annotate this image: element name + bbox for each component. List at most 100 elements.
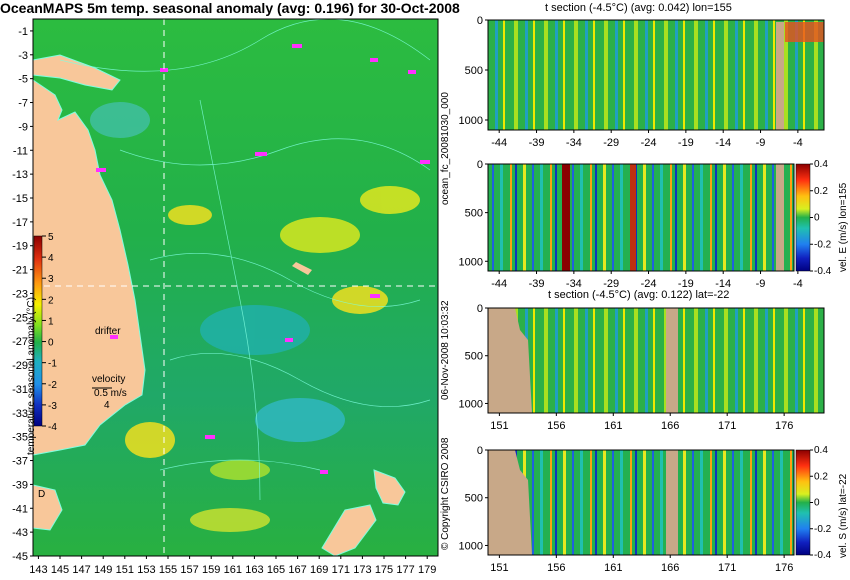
section-1-x-tick-label: -14 (715, 137, 731, 149)
map-x-tick-label: 149 (94, 564, 112, 576)
section-2-x-tick-label: -4 (793, 278, 803, 290)
australia-land (32, 79, 146, 456)
marker-d-label: D (38, 489, 45, 500)
map-x-tick-label: 145 (51, 564, 69, 576)
section-panel-2 (487, 163, 811, 272)
section-panel-4 (487, 449, 811, 556)
temperature-colorbar-ticks: 5 4 3 2 1 0 -1 -2 -3 -4 (42, 232, 57, 433)
section-3-x-tick-label: 166 (661, 420, 679, 432)
section-1-x-tick-label: -9 (756, 137, 766, 149)
section-2-colorbar-tick-label: 0.4 (814, 159, 828, 170)
section-1-title: t section (-4.5°C) (avg: 0.042) lon=155 (545, 2, 732, 14)
map-x-tick-label: 161 (224, 564, 242, 576)
map-x-tick-label: 143 (29, 564, 47, 576)
map-y-tick-label: -3 (18, 50, 28, 62)
section-1-x-tick-label: -29 (603, 137, 619, 149)
section-3-y-tick-label: 0 (477, 303, 483, 315)
section-1-y-tick-label: 0 (477, 15, 483, 27)
map-x-tick-label: 151 (116, 564, 134, 576)
temperature-colorbar-tick-label: -4 (48, 422, 57, 433)
drifter-label: drifter (95, 326, 121, 337)
velocity-label: velocity (92, 374, 125, 385)
section-1-x-tick-label: -34 (566, 137, 582, 149)
vel-e-colorbar-label: vel. E (m/s) lon=155 (838, 182, 849, 272)
main-title: OceanMAPS 5m temp. seasonal anomaly (avg… (0, 0, 460, 16)
section-2-frame (487, 163, 795, 272)
section-4-x-tick-label: 171 (718, 562, 736, 574)
section-1-x-tick-label: -19 (678, 137, 694, 149)
map-x-tick-label: 147 (72, 564, 90, 576)
map-y-tick-label: -37 (12, 456, 28, 468)
section-2-colorbar-tick-label: -0.4 (814, 266, 832, 277)
section-2-y-tick-label: 500 (465, 208, 483, 220)
section-4-island (666, 450, 678, 555)
section-4-x-tick-label: 151 (490, 562, 508, 574)
section-3-x-tick-label: 176 (775, 420, 793, 432)
section-1-y-tick-label: 1000 (459, 115, 483, 127)
map-x-tick-label: 155 (159, 564, 177, 576)
map-x-tick-label: 165 (267, 564, 285, 576)
section-panel-3 (487, 307, 825, 414)
map-x-tick-label: 169 (310, 564, 328, 576)
section-2-x-tick-label: -29 (603, 278, 619, 290)
section-1-y-tick-label: 500 (465, 65, 483, 77)
section-2-y-tick-label: 1000 (459, 256, 483, 268)
new-guinea-land (32, 54, 121, 91)
map-y-tick-label: -39 (12, 479, 28, 491)
section-1-x-tick-label: -44 (491, 137, 507, 149)
section-4-y-tick-label: 500 (465, 493, 483, 505)
section-2-colorbar-tick-label: 0.2 (814, 186, 828, 197)
section-3-x-tick-label: 151 (490, 420, 508, 432)
section-2-x-tick-label: -14 (715, 278, 731, 290)
map-y-tick-label: -33 (12, 408, 28, 420)
section-panel-1 (487, 19, 825, 131)
run-time-label: 06-Nov-2008 10:03:32 (440, 300, 451, 400)
section-4-x-tick-label: 176 (775, 562, 793, 574)
vel-s-colorbar (795, 449, 811, 556)
map-y-tick-label: -19 (12, 241, 28, 253)
map-y-tick-label: -41 (12, 503, 28, 515)
temperature-colorbar (33, 235, 43, 427)
section-3-x-tick-label: 171 (718, 420, 736, 432)
section-4-colorbar-tick-label: 0.2 (814, 471, 828, 482)
section-3-y-tick-label: 500 (465, 351, 483, 363)
temperature-colorbar-tick-label: 3 (48, 274, 54, 285)
velocity-count-label: 4 (104, 400, 110, 411)
section-1-x-tick-label: -24 (641, 137, 657, 149)
copyright-label: © Copyright CSIRO 2008 (440, 437, 451, 550)
section-4-x-tick-label: 156 (547, 562, 565, 574)
map-y-tick-label: -21 (12, 265, 28, 277)
section-2-field (488, 164, 794, 271)
section-2-x-tick-label: -9 (756, 278, 766, 290)
temperature-colorbar-tick-label: 0 (48, 338, 54, 349)
map-frame (32, 18, 439, 557)
section-1-frame (487, 19, 825, 131)
map-x-tick-label: 173 (353, 564, 371, 576)
section-1-x-tick-label: -39 (529, 137, 545, 149)
section-4-colorbar-tick-label: 0 (814, 498, 820, 509)
section-3-frame (487, 307, 825, 414)
bathymetry-contours (59, 18, 431, 501)
map-y-tick-label: -13 (12, 169, 28, 181)
map-x-tick-label: 157 (180, 564, 198, 576)
map-y-ticks: -1 -3 -5 -7 -9 -11 -13 -15 -17 -19 -21 -23 -25 -27 -29… (12, 26, 33, 563)
new-zealand-south-land (321, 504, 377, 557)
map-panel: -1-3-5-7-9-11-13-15-17-19-21-23-25-27-29… (12, 18, 439, 576)
section-3-x-tick-label: 161 (604, 420, 622, 432)
temperature-colorbar-tick-label: -3 (48, 401, 57, 412)
section-4-colorbar-tick-label: -0.2 (814, 524, 832, 535)
map-y-tick-label: -9 (18, 121, 28, 133)
map-y-tick-label: -15 (12, 193, 28, 205)
section-2-x-tick-label: -34 (566, 278, 582, 290)
vel-s-colorbar-label: vel. S (m/s) lat=-22 (838, 473, 849, 558)
map-x-tick-label: 163 (245, 564, 263, 576)
map-y-tick-label: -17 (12, 217, 28, 229)
map-x-tick-label: 175 (375, 564, 393, 576)
map-x-tick-label: 177 (396, 564, 414, 576)
section-1-field (488, 20, 824, 130)
map-y-tick-label: -27 (12, 336, 28, 348)
temperature-colorbar-tick-label: -1 (48, 359, 57, 370)
section-2-x-tick-label: -19 (678, 278, 694, 290)
temperature-colorbar-tick-label: 4 (48, 253, 54, 264)
